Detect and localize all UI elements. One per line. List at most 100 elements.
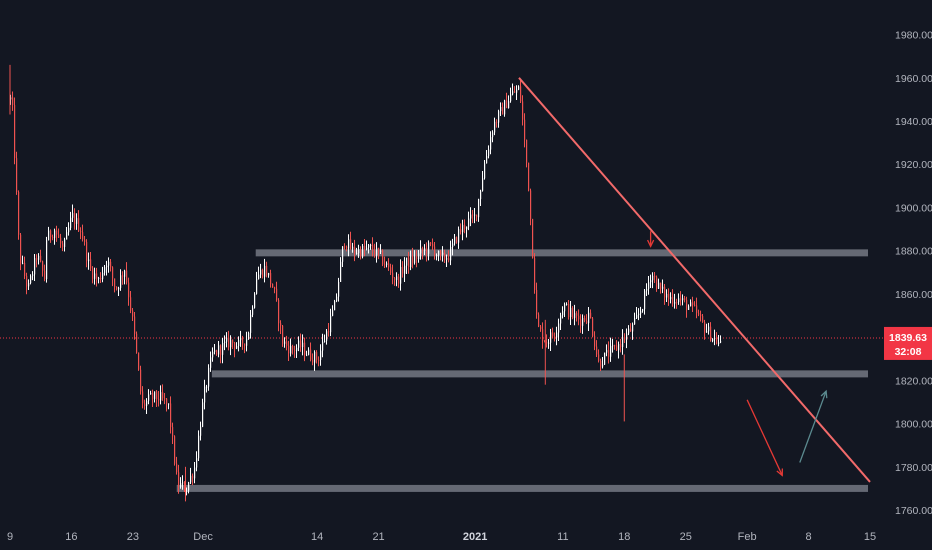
arrow-shaft (799, 390, 827, 463)
candle-body (546, 342, 548, 344)
candle-body (408, 257, 410, 268)
candle-body (36, 258, 38, 260)
candle-body (156, 391, 158, 400)
candle-body (324, 340, 326, 342)
candle-body (690, 302, 692, 307)
candle-body (442, 252, 444, 255)
candle-body (518, 86, 520, 90)
candle-body (86, 241, 88, 262)
candle-body (108, 261, 110, 266)
candle-body (114, 278, 116, 288)
candle-body (682, 298, 684, 301)
y-tick-label: 1780.00 (895, 462, 932, 474)
candle-body (318, 359, 320, 361)
candle-body (20, 234, 22, 264)
arrow-head (776, 468, 784, 477)
candle-body (380, 250, 382, 252)
candle-body (420, 248, 422, 254)
candle-body (64, 239, 66, 247)
candle-body (170, 403, 172, 428)
candle-body (640, 310, 642, 314)
candle-body (254, 293, 256, 308)
candle-body (144, 403, 146, 406)
candle-body (410, 256, 412, 268)
candle-body (244, 343, 246, 346)
candle-body (660, 282, 662, 289)
x-tick-label: 21 (372, 531, 384, 543)
candle-body (424, 248, 426, 251)
candle-body (672, 297, 674, 304)
candle-body (422, 248, 424, 251)
candle-body (418, 253, 420, 260)
candle-body (204, 386, 206, 403)
candle-body (538, 314, 540, 327)
candle-body (714, 337, 716, 339)
candle-body (288, 345, 290, 354)
candle-body (614, 345, 616, 347)
candle-body (148, 394, 150, 401)
candle-body (352, 246, 354, 249)
candle-body (364, 245, 366, 250)
candle-body (296, 347, 298, 351)
candle-body (706, 331, 708, 333)
candle-body (282, 325, 284, 344)
candle-body (606, 350, 608, 353)
candle-body (146, 400, 148, 406)
candle-body (308, 349, 310, 355)
candle-body (92, 268, 94, 279)
candle-body (90, 259, 92, 269)
candle-body (228, 337, 230, 348)
time-scale[interactable] (0, 523, 932, 550)
candle-body (588, 312, 590, 324)
candle-body (100, 277, 102, 280)
x-tick-label: Feb (738, 531, 757, 543)
x-tick-label: Dec (193, 531, 213, 543)
candle-body (120, 275, 122, 288)
candle-body (78, 218, 80, 232)
candle-body (342, 246, 344, 262)
candle-body (80, 231, 82, 233)
candle-body (478, 199, 480, 218)
candle-body (142, 391, 144, 404)
candle-body (482, 178, 484, 191)
candle-body (616, 345, 618, 351)
candle-body (504, 100, 506, 115)
candle-body (390, 267, 392, 273)
x-tick-label: 15 (864, 531, 876, 543)
candle-body (474, 214, 476, 216)
candle-body (190, 475, 192, 483)
candle-body (448, 258, 450, 261)
candle-body (498, 111, 500, 123)
candle-body (586, 320, 588, 324)
candle-body (94, 273, 96, 279)
candle-body (238, 340, 240, 346)
candle-body (438, 250, 440, 256)
price-scale[interactable] (884, 0, 932, 523)
candle-body (654, 275, 656, 278)
candle-body (678, 298, 680, 303)
candle-body (122, 275, 124, 277)
candle-body (280, 323, 282, 326)
candle-body (560, 315, 562, 324)
candle-body (76, 218, 78, 224)
candle-body (58, 234, 60, 238)
y-tick-label: 1860.00 (895, 289, 932, 301)
candle-body (656, 277, 658, 289)
candle-body (480, 190, 482, 200)
horizontal-zone (211, 370, 868, 378)
candle-body (180, 483, 182, 488)
candle-body (224, 341, 226, 343)
candle-body (582, 318, 584, 326)
candle-body (110, 261, 112, 268)
candle-body (150, 393, 152, 395)
candle-body (160, 392, 162, 401)
candle-body (644, 290, 646, 310)
candle-body (278, 300, 280, 324)
candle-body (56, 230, 58, 235)
candle-body (210, 357, 212, 368)
candle-body (374, 251, 376, 256)
candle-body (468, 218, 470, 227)
candle-body (398, 276, 400, 284)
